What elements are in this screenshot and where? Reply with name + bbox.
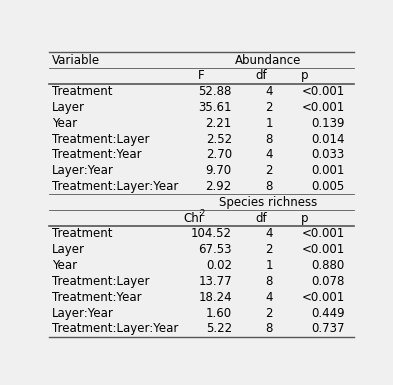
Text: 4: 4 [266, 291, 273, 304]
Text: Variable: Variable [52, 54, 100, 67]
Text: 18.24: 18.24 [198, 291, 232, 304]
Text: 2.70: 2.70 [206, 148, 232, 161]
Text: Treatment: Treatment [52, 228, 113, 241]
Text: 1: 1 [266, 117, 273, 130]
Text: 2: 2 [200, 209, 205, 218]
Text: Layer:Year: Layer:Year [52, 306, 114, 320]
Text: Treatment:Layer: Treatment:Layer [52, 275, 150, 288]
Text: 2: 2 [266, 306, 273, 320]
Text: 4: 4 [266, 148, 273, 161]
Text: 2.52: 2.52 [206, 132, 232, 146]
Text: Layer: Layer [52, 243, 85, 256]
Text: Treatment: Treatment [52, 85, 113, 98]
Text: 2: 2 [266, 164, 273, 177]
Text: Year: Year [52, 259, 77, 272]
Text: p: p [301, 69, 309, 82]
Text: 8: 8 [266, 275, 273, 288]
Text: 52.88: 52.88 [198, 85, 232, 98]
Text: Treatment:Layer:Year: Treatment:Layer:Year [52, 322, 178, 335]
Text: p: p [301, 212, 309, 224]
Text: 9.70: 9.70 [206, 164, 232, 177]
Text: Treatment:Year: Treatment:Year [52, 291, 142, 304]
Text: <0.001: <0.001 [301, 291, 345, 304]
Text: 4: 4 [266, 228, 273, 241]
Text: Layer:Year: Layer:Year [52, 164, 114, 177]
Text: 2.92: 2.92 [206, 180, 232, 193]
Text: F: F [198, 69, 205, 82]
Text: 104.52: 104.52 [191, 228, 232, 241]
Text: 0.005: 0.005 [311, 180, 345, 193]
Text: 1.60: 1.60 [206, 306, 232, 320]
Text: 0.014: 0.014 [311, 132, 345, 146]
Text: 0.078: 0.078 [311, 275, 345, 288]
Text: 0.02: 0.02 [206, 259, 232, 272]
Text: 5.22: 5.22 [206, 322, 232, 335]
Text: 0.033: 0.033 [311, 148, 345, 161]
Text: 8: 8 [266, 132, 273, 146]
Text: Abundance: Abundance [235, 54, 301, 67]
Text: <0.001: <0.001 [301, 85, 345, 98]
Text: 67.53: 67.53 [198, 243, 232, 256]
Text: 0.737: 0.737 [311, 322, 345, 335]
Text: df: df [255, 212, 266, 224]
Text: Layer: Layer [52, 101, 85, 114]
Text: 2.21: 2.21 [206, 117, 232, 130]
Text: 13.77: 13.77 [198, 275, 232, 288]
Text: 1: 1 [266, 259, 273, 272]
Text: 8: 8 [266, 322, 273, 335]
Text: 0.880: 0.880 [311, 259, 345, 272]
Text: Year: Year [52, 117, 77, 130]
Text: 35.61: 35.61 [198, 101, 232, 114]
Text: Treatment:Layer:Year: Treatment:Layer:Year [52, 180, 178, 193]
Text: 8: 8 [266, 180, 273, 193]
Text: <0.001: <0.001 [301, 228, 345, 241]
Text: 4: 4 [266, 85, 273, 98]
Text: Treatment:Year: Treatment:Year [52, 148, 142, 161]
Text: Species richness: Species richness [219, 196, 318, 209]
Text: df: df [255, 69, 266, 82]
Text: <0.001: <0.001 [301, 243, 345, 256]
Text: <0.001: <0.001 [301, 101, 345, 114]
Text: 2: 2 [266, 243, 273, 256]
Text: 0.001: 0.001 [311, 164, 345, 177]
Text: 0.139: 0.139 [311, 117, 345, 130]
Text: 2: 2 [266, 101, 273, 114]
Text: 0.449: 0.449 [311, 306, 345, 320]
Text: Chi: Chi [183, 212, 202, 224]
Text: Treatment:Layer: Treatment:Layer [52, 132, 150, 146]
